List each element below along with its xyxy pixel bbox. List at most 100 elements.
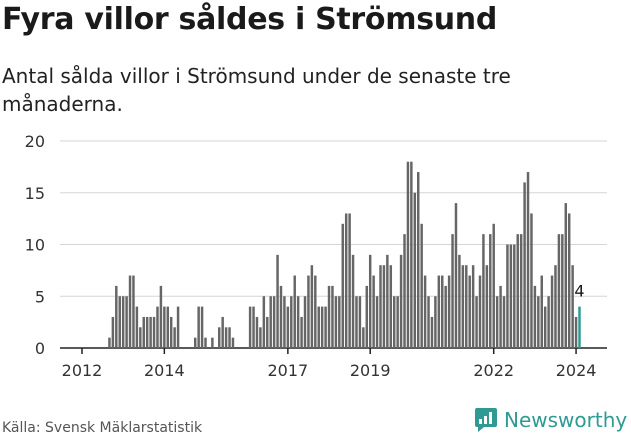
bar xyxy=(248,306,252,348)
x-tick-label: 2022 xyxy=(473,361,514,380)
brand-logo: Newsworthy xyxy=(474,407,627,433)
highlighted-bar xyxy=(578,306,581,348)
bar xyxy=(303,296,307,348)
bar xyxy=(502,296,506,348)
bar xyxy=(537,296,540,348)
bar xyxy=(320,306,324,348)
bar xyxy=(221,316,224,348)
bar xyxy=(482,234,485,348)
bar xyxy=(293,275,296,348)
bar xyxy=(266,316,269,348)
bar xyxy=(317,306,320,348)
bar xyxy=(454,203,458,348)
bar xyxy=(554,265,557,348)
bar xyxy=(334,296,338,348)
y-axis-tick-labels: 0 5 10 15 20 xyxy=(25,132,45,358)
bar xyxy=(218,327,221,348)
bar xyxy=(290,296,293,348)
bar xyxy=(204,337,207,348)
bar xyxy=(557,234,561,348)
bar xyxy=(108,337,111,348)
bar xyxy=(173,327,176,348)
bar xyxy=(372,275,375,348)
bar xyxy=(348,213,351,348)
x-tick-label: 2014 xyxy=(144,361,185,380)
bar xyxy=(115,285,118,348)
bar xyxy=(132,275,135,348)
bar xyxy=(139,327,142,348)
bar xyxy=(403,234,406,348)
bar xyxy=(128,275,132,348)
bar xyxy=(362,327,365,348)
bar xyxy=(478,275,482,348)
bar xyxy=(145,316,149,348)
bar xyxy=(526,172,530,348)
bar xyxy=(310,265,314,348)
bar xyxy=(156,306,159,348)
bar xyxy=(382,265,386,348)
newsworthy-logo-icon xyxy=(475,408,497,432)
bar xyxy=(427,296,430,348)
chart-annotation: 4 xyxy=(574,282,584,301)
bar xyxy=(396,296,399,348)
bar xyxy=(197,306,200,348)
bar xyxy=(423,275,427,348)
bar xyxy=(211,337,214,348)
bar xyxy=(564,203,568,348)
bar xyxy=(506,244,509,348)
bar xyxy=(513,244,516,348)
bar xyxy=(331,285,334,348)
bar xyxy=(272,296,276,348)
bar xyxy=(314,275,317,348)
brand-name: Newsworthy xyxy=(504,408,628,432)
bar xyxy=(142,316,145,348)
bar xyxy=(399,254,403,348)
bar xyxy=(252,306,255,348)
y-tick-label: 15 xyxy=(25,184,45,203)
x-tick-label: 2024 xyxy=(556,361,597,380)
bar xyxy=(121,296,125,348)
bar xyxy=(471,265,475,348)
bar xyxy=(375,296,379,348)
chart-title: Fyra villor såldes i Strömsund xyxy=(2,2,498,37)
bar xyxy=(231,337,235,348)
bar xyxy=(571,265,574,348)
bar xyxy=(458,254,461,348)
bar xyxy=(149,316,152,348)
bar xyxy=(392,296,396,348)
bar xyxy=(307,275,310,348)
y-tick-label: 5 xyxy=(35,287,45,306)
bar xyxy=(451,234,454,348)
x-tick-label: 2012 xyxy=(62,361,103,380)
bar xyxy=(193,337,197,348)
bar xyxy=(228,327,231,348)
bar xyxy=(358,296,362,348)
bar xyxy=(365,285,369,348)
bar xyxy=(286,306,290,348)
x-tick-label: 2017 xyxy=(268,361,309,380)
bar xyxy=(567,213,571,348)
bar xyxy=(441,275,444,348)
bar xyxy=(283,296,286,348)
bar xyxy=(485,265,489,348)
bar xyxy=(135,306,139,348)
bar xyxy=(166,306,170,348)
bar xyxy=(255,316,259,348)
chart-subtitle: Antal sålda villor i Strömsund under de … xyxy=(2,64,511,116)
bar xyxy=(163,306,166,348)
bar xyxy=(176,306,180,348)
bar xyxy=(276,254,279,348)
bar xyxy=(259,327,262,348)
bar xyxy=(465,265,468,348)
bar xyxy=(262,296,266,348)
bar xyxy=(540,275,543,348)
bar xyxy=(111,316,115,348)
bar xyxy=(495,296,499,348)
bar xyxy=(519,234,523,348)
bar xyxy=(386,254,389,348)
bar xyxy=(533,285,537,348)
bar xyxy=(300,316,303,348)
bar xyxy=(492,223,495,348)
bar xyxy=(547,296,550,348)
bar xyxy=(434,296,437,348)
